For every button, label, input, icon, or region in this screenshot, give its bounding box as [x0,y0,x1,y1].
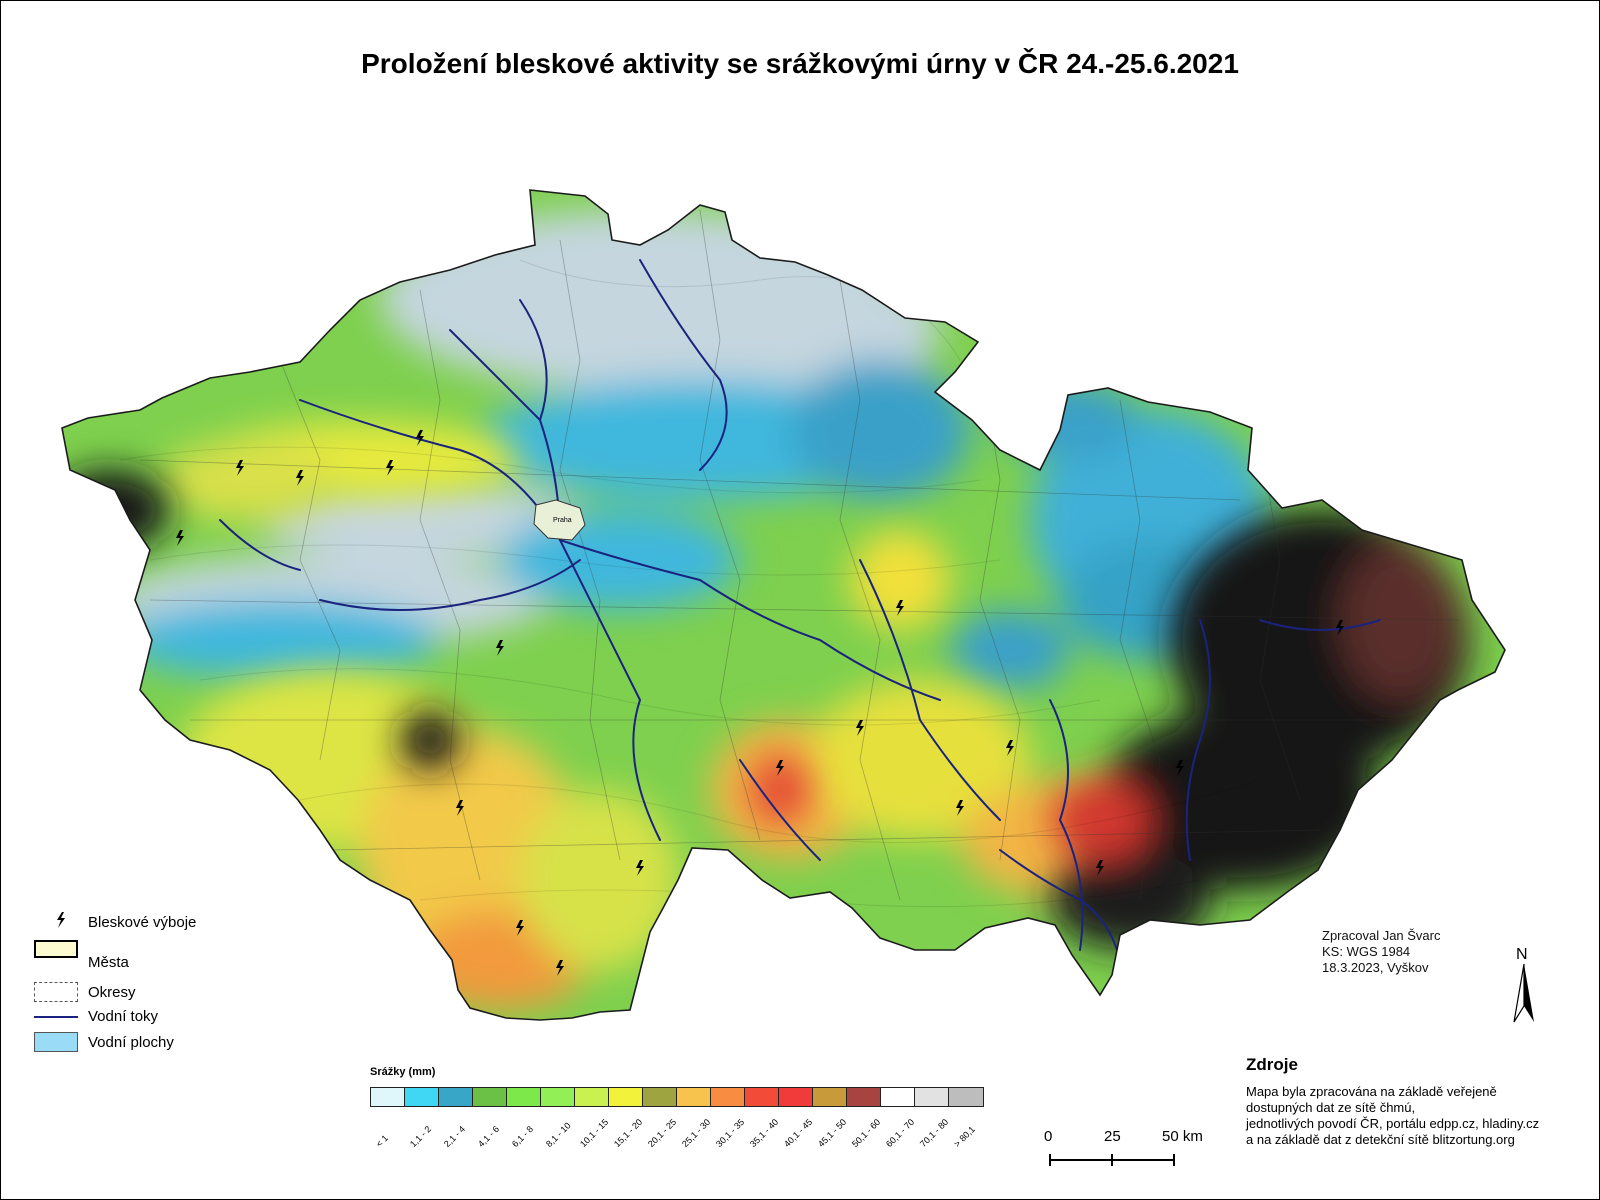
legend-cities: Města [34,934,274,971]
lightning-icon [57,912,65,928]
precipitation-raster [62,190,1505,1020]
precip-class-label: 6,1 - 8 [510,1123,536,1150]
north-label: N [1516,946,1528,963]
credits-author: Zpracoval Jan Švarc [1322,928,1441,943]
city-symbol [34,940,78,958]
legend-lightning: Bleskové výboje [34,912,274,936]
precip-class-label: < 1 [374,1132,391,1150]
precip-scale-bar [370,1087,984,1107]
precip-class-label: 40,1 - 45 [782,1116,815,1150]
precip-class-label: 30,1 - 35 [714,1116,747,1150]
precip-class-swatch [507,1088,541,1106]
precip-class-swatch [371,1088,405,1106]
precip-class-label: 8,1 - 10 [544,1120,573,1150]
precip-class-label: 50,1 - 60 [850,1116,883,1150]
legend-lightning-label: Bleskové výboje [88,914,197,931]
distance-label-0: 0 [1044,1128,1053,1145]
sources-text: Mapa byla zpracována na základě veřejeně… [1246,1084,1596,1148]
precip-class-swatch [575,1088,609,1106]
precip-class-swatch [677,1088,711,1106]
precip-class-label: 1,1 - 2 [408,1123,434,1150]
precip-class-swatch [881,1088,915,1106]
lake-symbol [34,1032,78,1052]
credits-crs: KS: WGS 1984 [1322,944,1411,959]
distance-label-50: 50 km [1162,1128,1203,1145]
sources-line-4: a na základě dat z detekční sítě blitzor… [1246,1132,1515,1147]
legend-districts: Okresy [34,982,274,1006]
precip-class-label: 2,1 - 4 [442,1123,468,1150]
precip-class-swatch [949,1088,983,1106]
precip-class-swatch [915,1088,949,1106]
prague-label: Praha [553,517,572,524]
precip-scale-title: Srážky (mm) [370,1066,436,1078]
precip-class-swatch [439,1088,473,1106]
river-symbol [34,1016,78,1018]
precip-class-label: 25,1 - 30 [680,1116,713,1150]
precip-class-label: 20,1 - 25 [646,1116,679,1150]
precip-class-label: > 80,1 [952,1124,977,1150]
prague-city [533,499,586,541]
precip-class-swatch [711,1088,745,1106]
sources-line-3: jednotlivých povodí ČR, portálu edpp.cz,… [1246,1116,1540,1131]
precip-class-label: 70,1 - 80 [918,1116,951,1150]
map-credits: Zpracoval Jan Švarc KS: WGS 1984 18.3.20… [1322,928,1441,976]
precip-class-swatch [473,1088,507,1106]
precip-class-label: 35,1 - 40 [748,1116,781,1150]
sources-line-1: Mapa byla zpracována na základě veřejeně [1246,1084,1497,1099]
precip-class-label: 4,1 - 6 [476,1123,502,1150]
north-arrow-icon [1513,963,1534,1023]
precip-class-swatch [745,1088,779,1106]
precip-class-swatch [541,1088,575,1106]
legend-lakes: Vodní plochy [34,1032,274,1056]
precip-class-swatch [405,1088,439,1106]
precip-class-label: 10,1 - 15 [578,1116,611,1150]
precip-scale-labels: < 1 1,1 - 2 2,1 - 4 4,1 - 6 6,1 - 8 8,1 - 10 1… [370,1112,996,1152]
precip-class-label: 15,1 - 20 [612,1116,645,1150]
precip-class-swatch [813,1088,847,1106]
legend-rivers-label: Vodní toky [88,1008,159,1025]
precip-class-swatch [609,1088,643,1106]
legend-districts-label: Okresy [88,984,136,1001]
precip-class-label: 60,1 - 70 [884,1116,917,1150]
sources-line-2: dostupných dat ze sítě čhmú, [1246,1100,1416,1115]
distance-label-25: 25 [1104,1128,1121,1145]
map-title: Proložení bleskové aktivity se srážkovým… [361,48,1239,79]
credits-date: 18.3.2023, Vyškov [1322,960,1429,975]
legend-lakes-label: Vodní plochy [88,1034,174,1051]
distance-scale-bar [1049,1154,1175,1166]
precip-class-swatch [643,1088,677,1106]
district-symbol [34,982,78,1002]
sources-title: Zdroje [1246,1055,1298,1074]
precip-class-label: 45,1 - 50 [816,1116,849,1150]
legend-rivers: Vodní toky [34,1006,274,1030]
legend-cities-label: Města [88,954,129,971]
precip-class-swatch [847,1088,881,1106]
precip-class-swatch [779,1088,813,1106]
